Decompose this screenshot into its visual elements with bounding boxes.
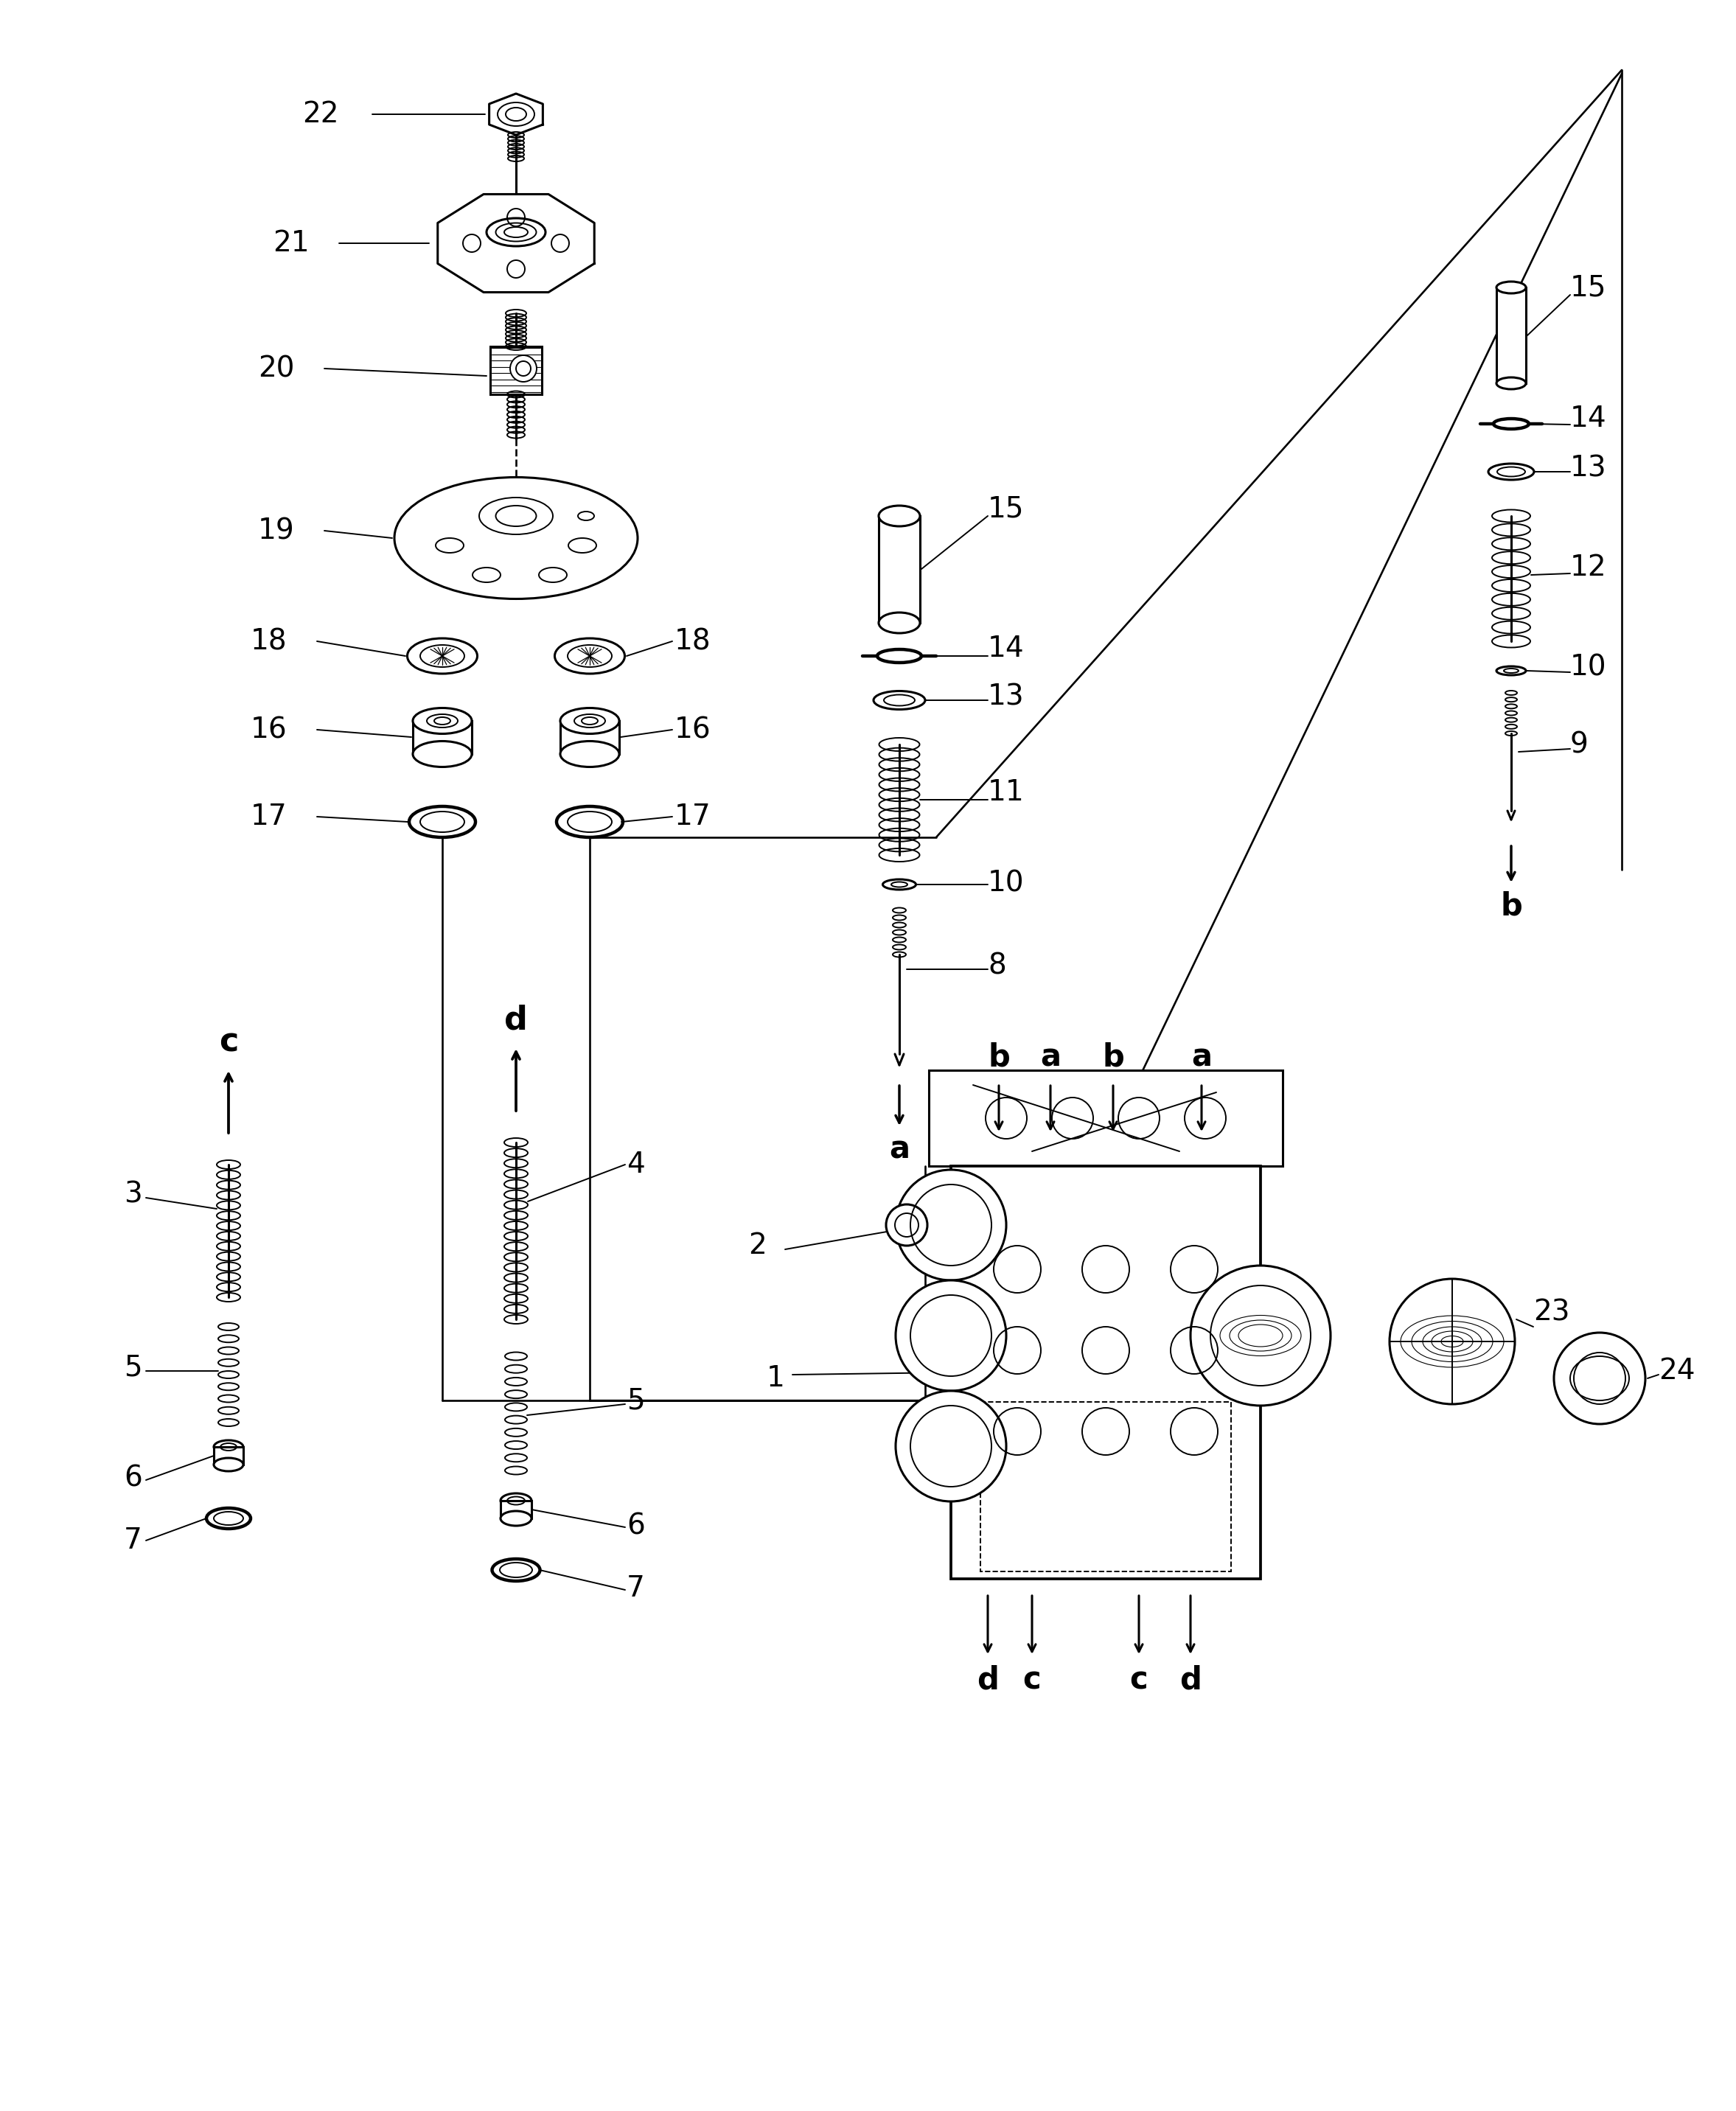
Ellipse shape [878, 507, 920, 526]
Bar [951, 1165, 1260, 1579]
Ellipse shape [214, 1459, 243, 1471]
Polygon shape [490, 93, 543, 135]
Text: 7: 7 [627, 1575, 644, 1602]
Text: a: a [1191, 1041, 1212, 1072]
Ellipse shape [878, 612, 920, 633]
Text: 17: 17 [675, 802, 712, 832]
Ellipse shape [568, 646, 611, 667]
Text: 16: 16 [675, 716, 712, 743]
Text: 11: 11 [988, 779, 1024, 806]
Ellipse shape [1496, 281, 1526, 293]
Circle shape [1389, 1279, 1516, 1404]
Circle shape [896, 1391, 1007, 1501]
Text: b: b [1102, 1041, 1125, 1072]
Circle shape [896, 1169, 1007, 1279]
Text: 14: 14 [988, 635, 1024, 663]
Text: 10: 10 [1569, 652, 1608, 682]
Ellipse shape [1503, 669, 1519, 673]
Text: 17: 17 [250, 802, 286, 832]
Circle shape [885, 1205, 927, 1245]
Ellipse shape [420, 646, 465, 667]
Ellipse shape [556, 638, 625, 673]
Ellipse shape [214, 1440, 243, 1454]
Ellipse shape [408, 638, 477, 673]
Text: 18: 18 [250, 627, 286, 654]
Text: 14: 14 [1569, 405, 1608, 433]
Text: 1: 1 [767, 1364, 785, 1393]
Bar [929, 1070, 1283, 1165]
Text: 13: 13 [988, 682, 1024, 711]
Text: d: d [503, 1005, 528, 1037]
Text: 23: 23 [1533, 1298, 1569, 1326]
Text: 5: 5 [627, 1387, 644, 1414]
Bar [878, 515, 920, 623]
Ellipse shape [413, 741, 472, 766]
Text: 8: 8 [988, 952, 1007, 980]
Text: 4: 4 [627, 1150, 644, 1178]
Text: a: a [889, 1134, 910, 1165]
Circle shape [1191, 1267, 1330, 1406]
Ellipse shape [891, 882, 908, 887]
Text: a: a [1040, 1041, 1061, 1072]
Text: d: d [1179, 1666, 1201, 1695]
Ellipse shape [882, 880, 917, 889]
Text: 21: 21 [273, 230, 309, 258]
Text: 12: 12 [1569, 553, 1608, 581]
Ellipse shape [873, 690, 925, 709]
Text: 18: 18 [675, 627, 712, 654]
Circle shape [510, 355, 536, 382]
Text: 6: 6 [627, 1511, 644, 1539]
Text: b: b [988, 1041, 1010, 1072]
Text: 13: 13 [1569, 454, 1608, 481]
Bar [561, 720, 620, 754]
Ellipse shape [394, 477, 637, 600]
Ellipse shape [1496, 667, 1526, 676]
Text: 24: 24 [1658, 1357, 1694, 1385]
Ellipse shape [561, 707, 620, 735]
Text: 10: 10 [988, 870, 1024, 897]
Bar [214, 1446, 243, 1465]
Text: 9: 9 [1569, 730, 1588, 758]
Text: b: b [1500, 891, 1522, 920]
Text: d: d [977, 1666, 998, 1695]
Bar [1496, 287, 1526, 384]
Ellipse shape [486, 217, 545, 247]
Text: 7: 7 [123, 1526, 142, 1554]
Ellipse shape [500, 1492, 531, 1507]
Text: c: c [1130, 1666, 1147, 1695]
Text: 22: 22 [302, 99, 339, 129]
Ellipse shape [413, 707, 472, 735]
Text: 5: 5 [123, 1353, 142, 1381]
Text: c: c [219, 1026, 238, 1058]
Text: 3: 3 [123, 1180, 142, 1207]
Ellipse shape [1488, 464, 1535, 479]
Text: 20: 20 [259, 355, 295, 382]
Text: c: c [1023, 1666, 1042, 1695]
Text: 19: 19 [259, 517, 295, 545]
Text: 15: 15 [1569, 274, 1606, 302]
Text: 15: 15 [988, 494, 1024, 524]
Text: 16: 16 [250, 716, 286, 743]
Bar [490, 346, 542, 395]
Text: 6: 6 [123, 1463, 142, 1492]
Text: 2: 2 [748, 1231, 767, 1260]
Ellipse shape [500, 1511, 531, 1526]
Circle shape [1554, 1332, 1646, 1425]
Ellipse shape [1496, 378, 1526, 388]
Circle shape [896, 1279, 1007, 1391]
Bar [413, 720, 472, 754]
Polygon shape [437, 194, 594, 291]
Ellipse shape [561, 741, 620, 766]
Bar [981, 1402, 1231, 1571]
Bar [500, 1501, 531, 1518]
